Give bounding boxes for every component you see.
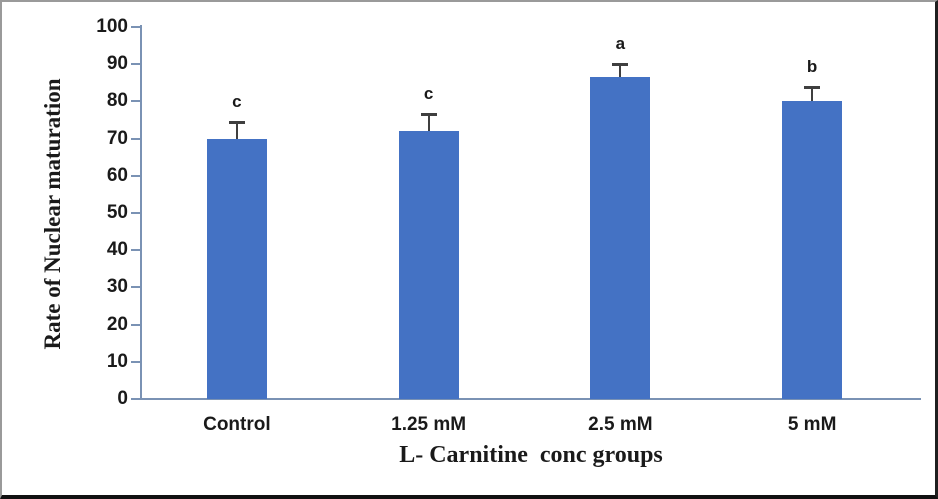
y-axis-tick bbox=[131, 323, 140, 326]
y-tick-label: 80 bbox=[106, 90, 128, 112]
significance-letter: b bbox=[806, 56, 818, 76]
bar bbox=[206, 138, 267, 399]
y-tick-label: 60 bbox=[106, 164, 128, 186]
error-bar-cap bbox=[420, 113, 437, 117]
y-axis-tick bbox=[131, 398, 140, 400]
error-bar-line bbox=[619, 64, 622, 78]
y-tick-label: 0 bbox=[117, 388, 128, 409]
x-axis-title: L- Carnitine conc groups bbox=[399, 442, 663, 468]
error-bar-cap bbox=[228, 120, 245, 124]
significance-letter: c bbox=[423, 84, 434, 104]
y-axis-tick bbox=[131, 63, 140, 66]
y-tick-label: 20 bbox=[106, 313, 128, 335]
significance-letter: c bbox=[232, 91, 242, 111]
x-category-label: Control bbox=[203, 414, 271, 435]
y-axis-line bbox=[140, 25, 142, 400]
x-category-label: 5 mM bbox=[787, 414, 837, 435]
error-bar-cap bbox=[804, 85, 821, 89]
y-tick-label: 40 bbox=[106, 239, 128, 261]
y-tick-label: 10 bbox=[106, 350, 128, 372]
y-axis-tick bbox=[131, 137, 140, 140]
y-tick-label: 70 bbox=[106, 127, 128, 149]
y-tick-label: 90 bbox=[106, 53, 128, 75]
bar bbox=[590, 77, 651, 399]
bar bbox=[398, 131, 459, 399]
y-axis-tick bbox=[131, 212, 140, 214]
error-bar-cap bbox=[612, 63, 629, 67]
error-bar-line bbox=[427, 114, 430, 132]
y-axis-tick bbox=[131, 360, 140, 363]
x-axis-line bbox=[140, 398, 921, 400]
y-axis-tick bbox=[131, 249, 140, 252]
error-bar-line bbox=[811, 86, 814, 102]
bar bbox=[782, 101, 843, 399]
x-category-label: 1.25 mM bbox=[391, 414, 467, 435]
y-tick-label: 50 bbox=[106, 202, 128, 223]
y-axis-tick bbox=[131, 100, 140, 103]
y-tick-label: 100 bbox=[96, 16, 128, 37]
y-axis-tick bbox=[131, 174, 140, 177]
x-category-label: 2.5 mM bbox=[588, 414, 653, 435]
y-axis-tick bbox=[131, 26, 140, 28]
error-bar-line bbox=[235, 121, 238, 139]
y-tick-label: 30 bbox=[106, 276, 128, 298]
significance-letter: a bbox=[615, 34, 626, 54]
y-axis-tick bbox=[131, 286, 140, 289]
